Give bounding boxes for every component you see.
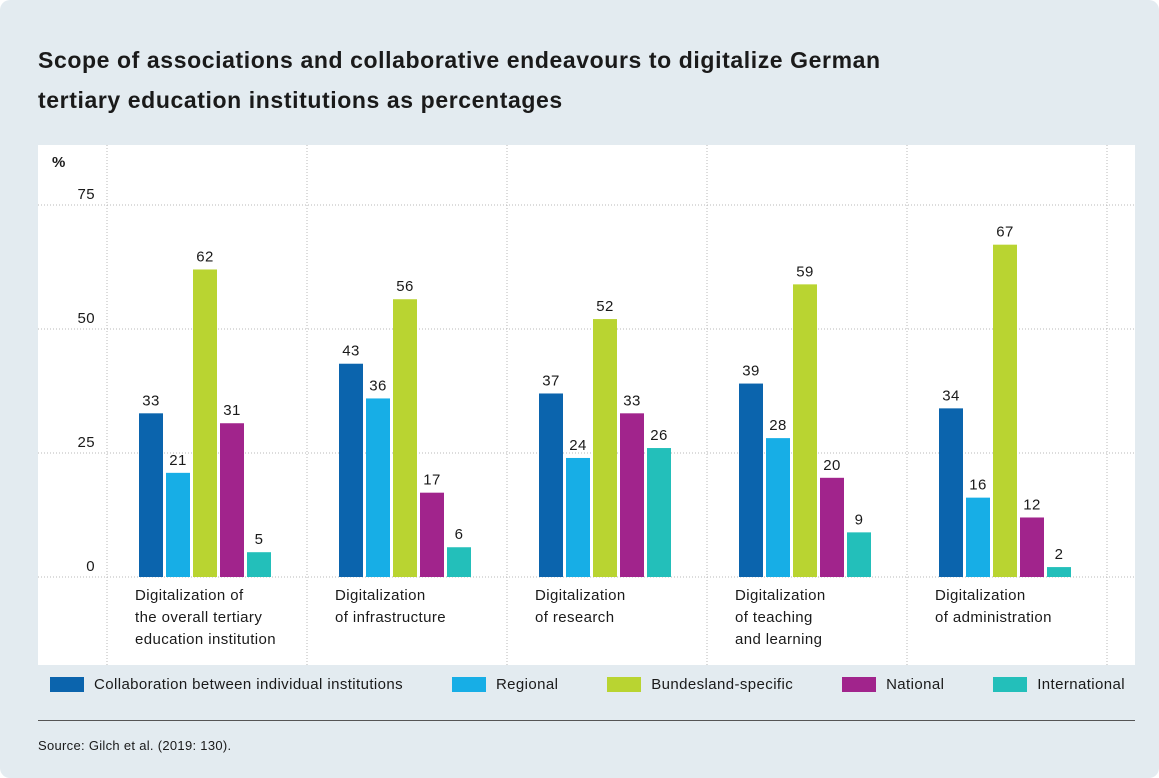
data-label: 39 xyxy=(742,363,760,380)
bar xyxy=(820,477,844,577)
data-label: 52 xyxy=(596,298,614,315)
legend-item: National xyxy=(842,676,944,693)
bar xyxy=(647,448,671,577)
data-label: 2 xyxy=(1055,546,1064,563)
data-label: 62 xyxy=(196,248,214,265)
legend-swatch xyxy=(451,677,486,692)
data-label: 26 xyxy=(650,427,668,444)
y-tick-label: 0 xyxy=(86,558,95,575)
x-tick-label-box: Digitalization of administration xyxy=(935,587,1052,626)
legend-item: Regional xyxy=(451,676,559,693)
data-label: 37 xyxy=(542,372,560,389)
x-tick-label-box: Digitalization of infrastructure xyxy=(335,587,447,626)
y-tick-label: 75 xyxy=(78,186,96,203)
data-label: 36 xyxy=(369,377,387,394)
data-label: 33 xyxy=(623,392,641,409)
legend-label: Regional xyxy=(495,676,559,693)
bar xyxy=(366,398,390,577)
bar xyxy=(339,363,363,577)
legend: Collaboration between individual institu… xyxy=(50,676,1125,693)
data-label: 20 xyxy=(823,457,841,474)
bar xyxy=(1020,517,1044,577)
legend-label: Collaboration between individual institu… xyxy=(94,676,404,693)
legend-label: National xyxy=(886,676,945,693)
plot-area xyxy=(38,145,1135,665)
bar xyxy=(166,472,190,577)
data-label: 16 xyxy=(969,477,987,494)
bar xyxy=(393,299,417,577)
y-tick-label: 25 xyxy=(78,434,96,451)
x-tick-label: Digitalization of infrastructure xyxy=(335,587,447,626)
bar xyxy=(939,408,963,577)
bar xyxy=(193,269,217,577)
data-label: 21 xyxy=(169,452,187,469)
y-tick-label: 50 xyxy=(78,310,96,327)
data-label: 6 xyxy=(455,526,464,543)
legend-item: Collaboration between individual institu… xyxy=(50,676,403,693)
legend-label: International xyxy=(1037,676,1125,693)
data-label: 9 xyxy=(855,511,864,528)
legend-swatch xyxy=(50,677,84,692)
bar xyxy=(566,457,590,577)
bar xyxy=(766,438,790,577)
x-tick-label-box: Digitalization of teaching and learning xyxy=(735,587,826,648)
separator xyxy=(38,720,1135,721)
bar xyxy=(993,244,1017,577)
data-label: 67 xyxy=(996,224,1014,241)
bar xyxy=(793,284,817,577)
bar xyxy=(420,492,444,577)
chart-title: Scope of associations and collaborative … xyxy=(38,47,881,113)
bar xyxy=(247,552,271,577)
data-label: 31 xyxy=(223,402,241,419)
bar xyxy=(966,497,990,577)
data-label: 28 xyxy=(769,417,787,434)
data-label: 43 xyxy=(342,343,360,360)
data-label: 5 xyxy=(255,531,264,548)
legend-item: Bundesland-specific xyxy=(607,676,793,693)
data-label: 33 xyxy=(142,392,160,409)
legend-item: International xyxy=(993,676,1125,693)
legend-label: Bundesland-specific xyxy=(651,676,794,693)
data-label: 17 xyxy=(423,472,441,489)
legend-swatch xyxy=(607,677,642,692)
bar xyxy=(139,413,163,577)
data-label: 24 xyxy=(569,437,587,454)
bar xyxy=(1047,567,1071,577)
bar xyxy=(593,319,617,577)
bar xyxy=(620,413,644,577)
x-tick-label-box: Digitalization of research xyxy=(535,587,626,626)
source-note: Source: Gilch et al. (2019: 130). xyxy=(38,738,232,753)
bar xyxy=(447,547,471,577)
bar xyxy=(220,423,244,577)
data-label: 56 xyxy=(396,278,414,295)
legend-swatch xyxy=(842,677,877,692)
x-tick-label-box: Digitalization of the overall tertiary e… xyxy=(135,587,276,648)
x-tick-label: Digitalization of research xyxy=(535,587,626,626)
legend-swatch xyxy=(993,677,1028,692)
x-tick-label: Digitalization of the overall tertiary e… xyxy=(135,587,276,648)
data-label: 12 xyxy=(1023,496,1041,513)
bar xyxy=(739,383,763,577)
y-axis-label: % xyxy=(52,154,66,171)
data-label: 34 xyxy=(942,387,960,404)
bar xyxy=(539,393,563,577)
x-tick-label: Digitalization of teaching and learning xyxy=(735,587,826,648)
data-label: 59 xyxy=(796,263,814,280)
bar xyxy=(847,532,871,577)
x-tick-label: Digitalization of administration xyxy=(935,587,1052,626)
